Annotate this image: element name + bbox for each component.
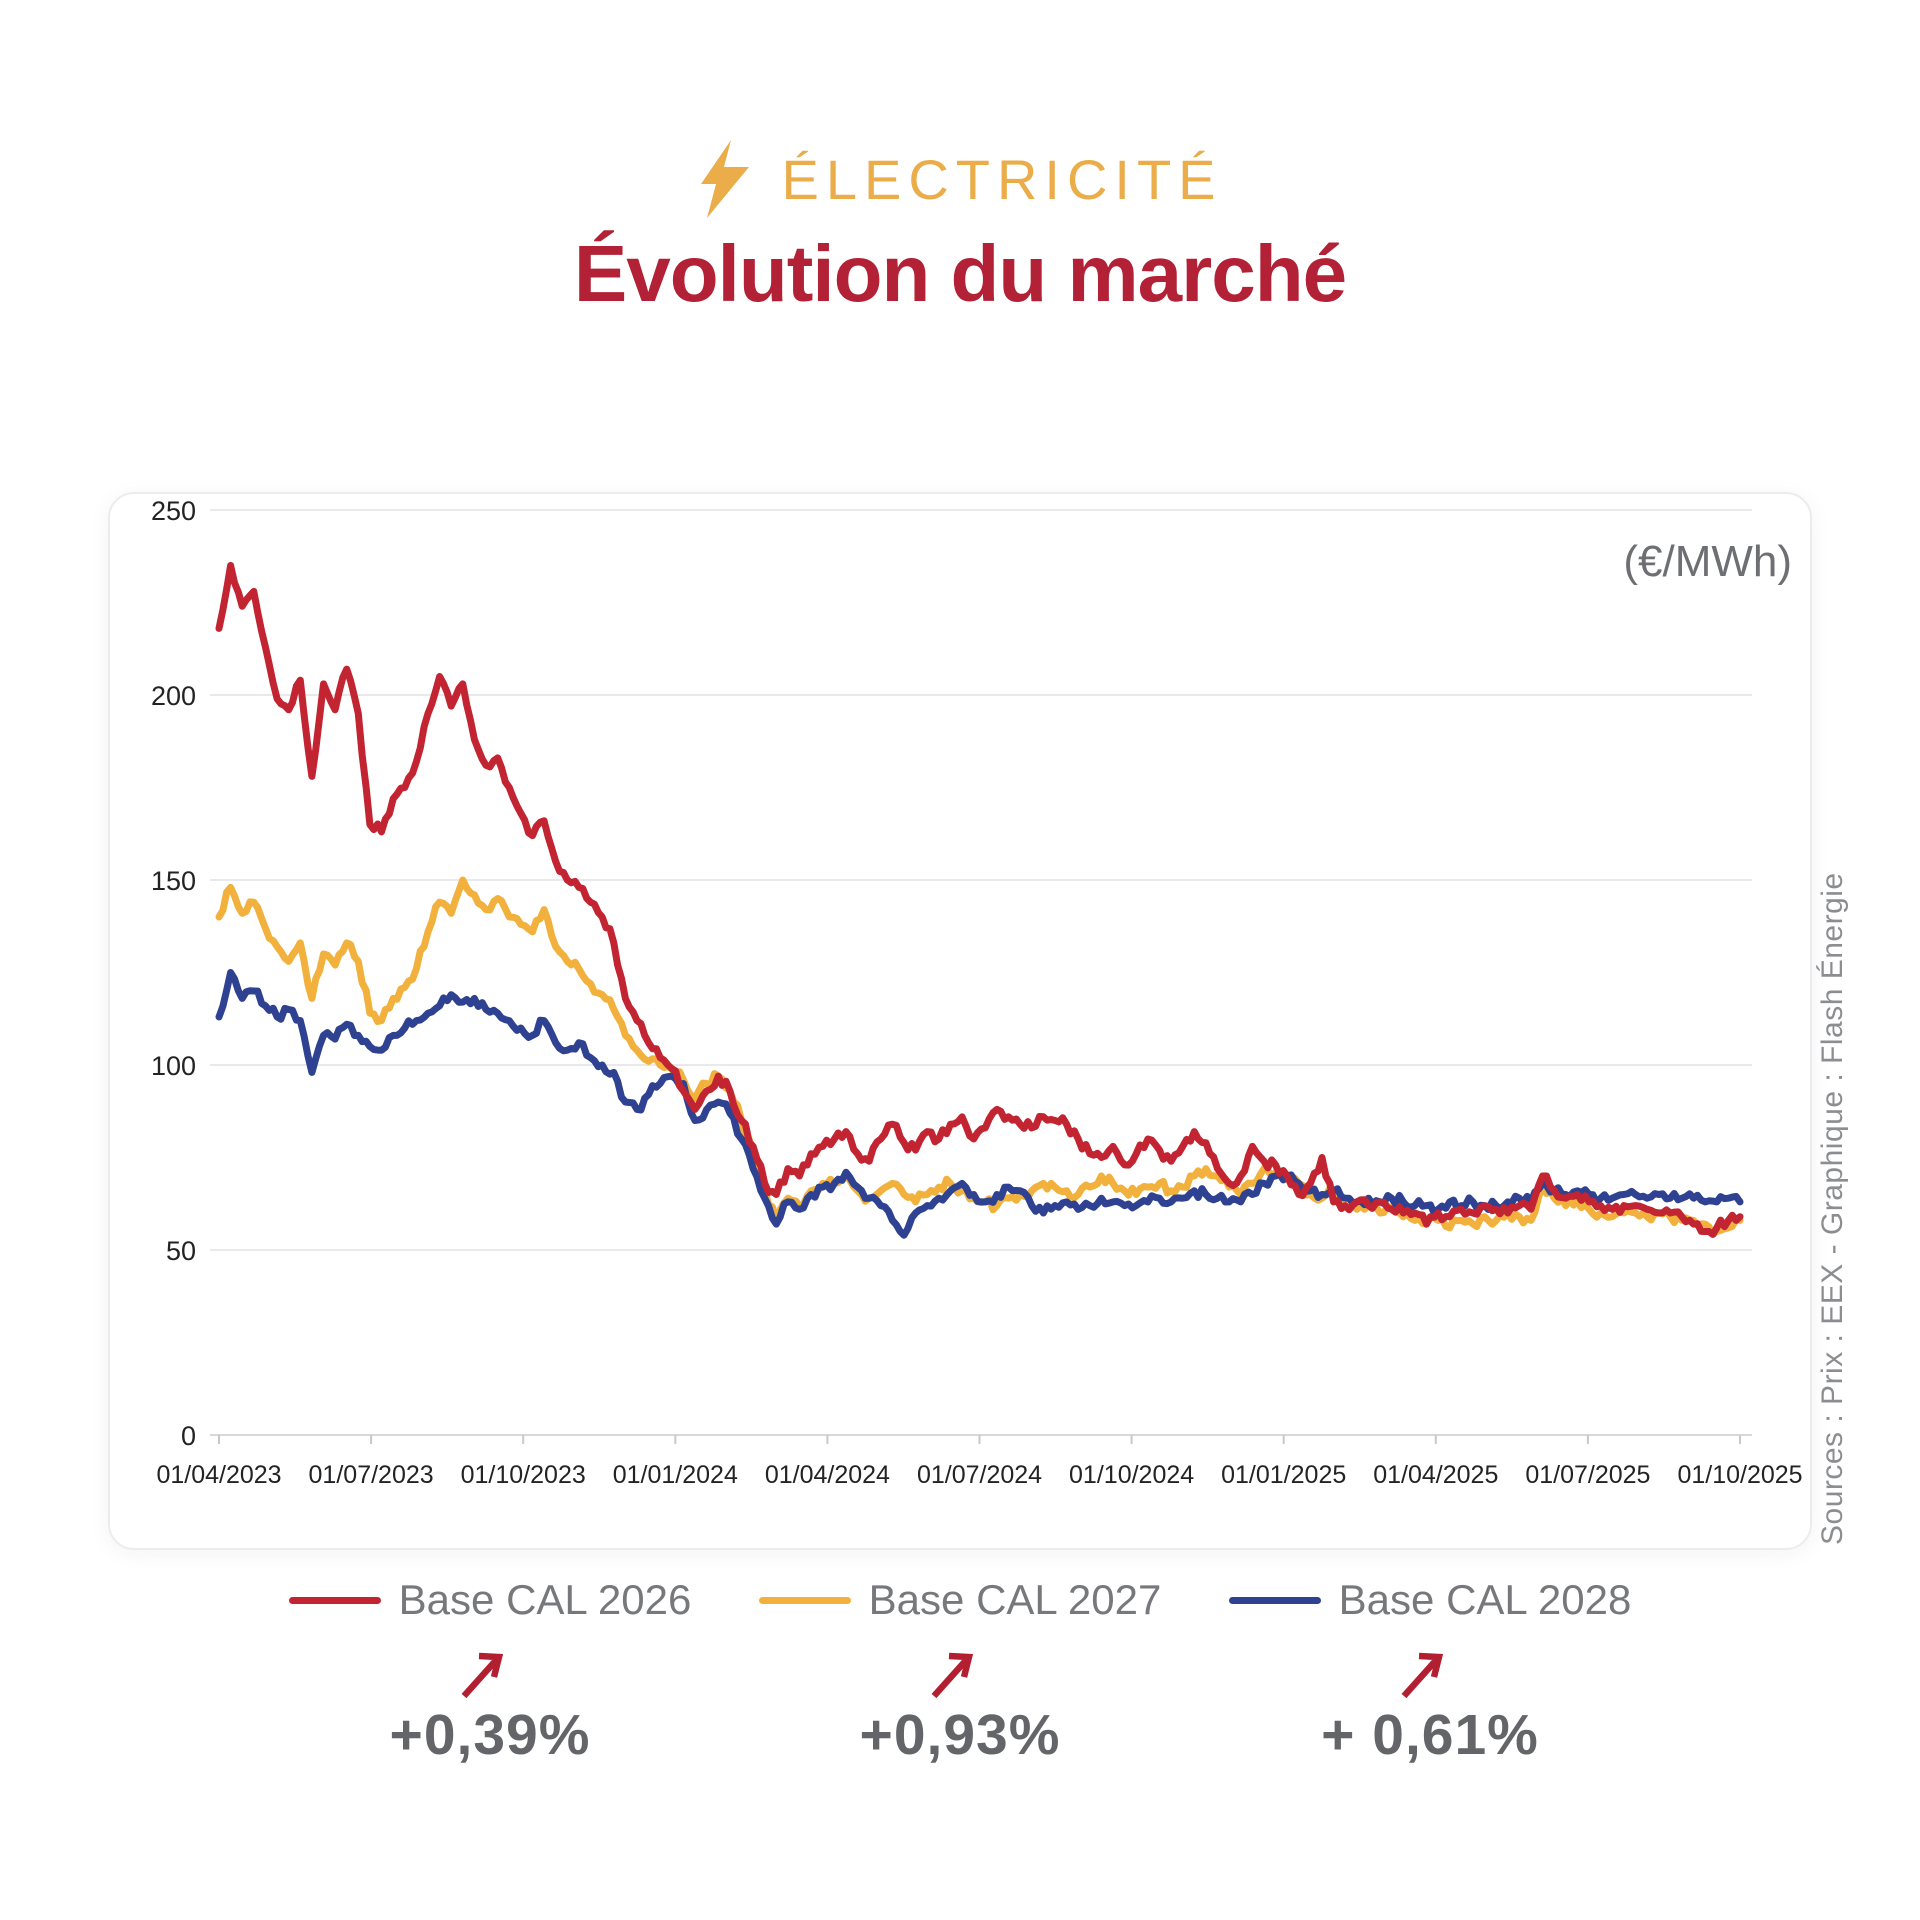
unit-label: (€/MWh) (1623, 537, 1792, 586)
lightning-bolt-icon (701, 140, 750, 218)
y-axis-label: 50 (166, 1236, 196, 1266)
x-axis-label: 01/01/2024 (613, 1461, 738, 1489)
stat-value: + 0,61% (1321, 1703, 1539, 1767)
legend-item: Base CAL 2026 (275, 1576, 705, 1624)
x-axis-label: 01/10/2023 (461, 1461, 586, 1489)
legend-label: Base CAL 2026 (398, 1576, 692, 1623)
x-axis-label: 01/01/2025 (1221, 1461, 1346, 1489)
legend-swatch (1228, 1596, 1321, 1604)
x-axis-label: 01/04/2025 (1373, 1461, 1498, 1489)
trend-up-arrow-icon (931, 1652, 974, 1699)
legend-label: Base CAL 2027 (868, 1576, 1162, 1623)
stat-item: + 0,61% (1215, 1644, 1645, 1768)
category-label: ÉLECTRICITÉ (781, 147, 1223, 211)
series-layer (215, 562, 1744, 1239)
y-axis-label: 200 (151, 681, 196, 711)
x-axis-label: 01/04/2023 (156, 1461, 281, 1489)
axis-layer: 0 50 100 150 200 250 01/04/2023 01/07/2023 01/10… (151, 496, 1803, 1489)
stats-row: +0,39% +0,93% + 0,61% (0, 1644, 1920, 1768)
source-note: Sources : Prix : EEX - Graphique : Flash… (1816, 872, 1849, 1545)
legend: Base CAL 2026 Base CAL 2027 Base CAL 2028 (0, 1576, 1920, 1624)
x-axis-label: 01/07/2023 (309, 1461, 434, 1489)
stat-item: +0,39% (275, 1644, 705, 1768)
y-axis-label: 100 (151, 1051, 196, 1081)
legend-swatch (758, 1596, 851, 1604)
x-axis-label: 01/07/2024 (917, 1461, 1042, 1489)
legend-item: Base CAL 2027 (745, 1576, 1175, 1624)
x-axis-label: 01/07/2025 (1525, 1461, 1650, 1489)
legend-label: Base CAL 2028 (1338, 1576, 1632, 1623)
trend-up-arrow-icon (1401, 1652, 1444, 1699)
series-line-base-cal-2028 (215, 969, 1744, 1239)
y-axis-label: 250 (151, 496, 196, 526)
y-axis-label: 150 (151, 866, 196, 896)
x-axis-label: 01/10/2025 (1677, 1461, 1802, 1489)
stat-value: +0,39% (389, 1703, 591, 1767)
x-axis-label: 01/10/2024 (1069, 1461, 1194, 1489)
header-category: ÉLECTRICITÉ (0, 140, 1920, 218)
series-line-base-cal-2026 (215, 562, 1744, 1238)
x-axis-label: 01/04/2024 (765, 1461, 890, 1489)
stat-value: +0,93% (859, 1703, 1061, 1767)
legend-item: Base CAL 2028 (1215, 1576, 1645, 1624)
stat-item: +0,93% (745, 1644, 1175, 1768)
grid-layer (210, 509, 1752, 1436)
series-line-base-cal-2027 (215, 876, 1744, 1238)
y-axis-label: 0 (181, 1421, 196, 1451)
trend-up-arrow-icon (461, 1652, 504, 1699)
chart-card (108, 492, 1812, 1550)
legend-swatch (288, 1596, 381, 1604)
page-title: Évolution du marché (573, 229, 1347, 318)
